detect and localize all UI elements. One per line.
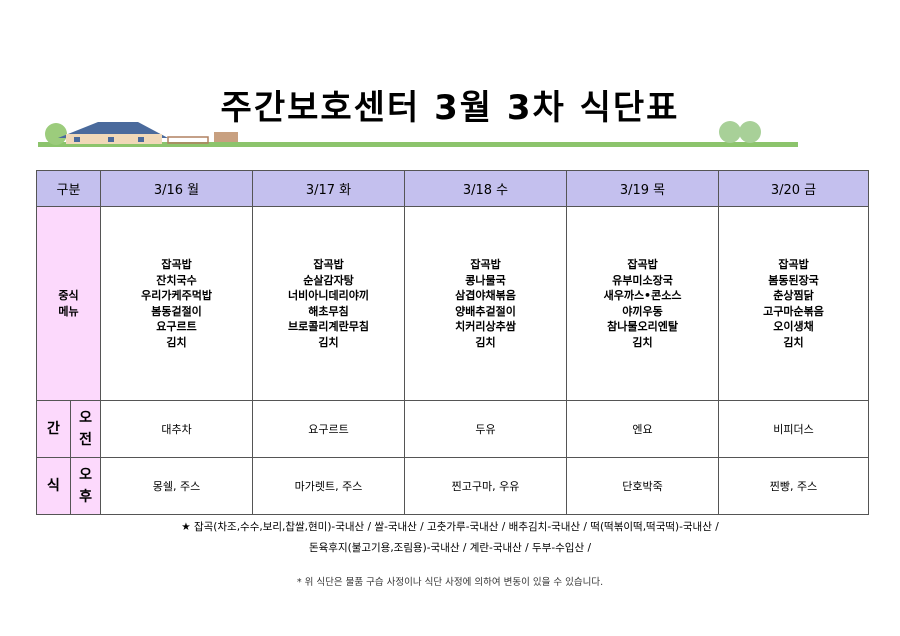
menu-item: 야끼우동 <box>622 304 663 318</box>
am-label-char: 전 <box>79 432 92 448</box>
menu-item: 양배추겉절이 <box>455 304 516 318</box>
day-header: 3/20 금 <box>718 170 870 207</box>
am-label-char: 오 <box>79 410 92 426</box>
menu-item: 봄동겉절이 <box>151 304 202 318</box>
menu-item: 순살감자탕 <box>303 273 354 287</box>
menu-item: 치커리상추쌈 <box>455 320 516 333</box>
menu-item: 잡곡밥 <box>313 258 344 271</box>
menu-item: 김치 <box>475 335 496 349</box>
menu-item: 잡곡밥 <box>470 258 501 271</box>
menu-item: 새우까스•콘소스 <box>603 289 682 302</box>
pm-snack-cell: 찐고구마, 우유 <box>404 457 568 515</box>
menu-item: 김치 <box>632 335 653 349</box>
pm-snack-cell: 찐빵, 주스 <box>718 457 870 515</box>
menu-item: 콩나물국 <box>465 273 506 287</box>
menu-item: 잡곡밥 <box>161 258 192 271</box>
day-header: 3/19 목 <box>566 170 720 207</box>
page-title: 주간보호센터 3월 3차 식단표 <box>220 88 680 128</box>
pm-snack-cell: 단호박죽 <box>566 457 720 515</box>
menu-item: 브로콜리계란무침 <box>288 320 369 333</box>
origin-line: ★ 잡곡(차조,수수,보리,찹쌀,현미)-국내산 / 쌀-국내산 / 고춧가루-… <box>181 521 719 533</box>
lunch-label-line: 중식 <box>58 289 79 302</box>
house-landscape-illustration <box>38 121 798 147</box>
disclaimer: * 위 식단은 물품 구습 사정이나 식단 사정에 의하여 변동이 있을 수 있… <box>296 577 604 588</box>
am-snack-cell: 두유 <box>404 400 568 458</box>
day-header: 3/17 화 <box>252 170 406 207</box>
meal-plan-table: 구분 3/16 월 3/17 화 3/18 수 3/19 목 3/20 금 중식… <box>35 170 870 515</box>
snack-label-bottom: 식 <box>36 457 71 515</box>
day-header: 3/16 월 <box>100 170 254 207</box>
pm-label-char: 후 <box>79 489 92 505</box>
menu-item: 김치 <box>166 335 187 349</box>
menu-item: 김치 <box>318 335 339 349</box>
menu-item: 요구르트 <box>156 320 197 333</box>
menu-item: 해초무침 <box>308 304 349 318</box>
am-snack-cell: 엔요 <box>566 400 720 458</box>
menu-item: 삼겹야채볶음 <box>455 289 516 302</box>
pm-label-char: 오 <box>79 467 92 483</box>
menu-item: 오이생채 <box>773 320 814 333</box>
pm-snack-cell: 마가렛트, 주스 <box>252 457 406 515</box>
day-header: 3/18 수 <box>404 170 568 207</box>
menu-item: 유부미소장국 <box>612 273 673 287</box>
lunch-label-line: 메뉴 <box>58 304 79 318</box>
am-snack-cell: 대추차 <box>100 400 254 458</box>
menu-item: 참나물오리엔탈 <box>607 320 678 333</box>
menu-item: 너비아니데리야끼 <box>288 289 369 302</box>
menu-item: 김치 <box>783 335 804 349</box>
menu-item: 고구마순볶음 <box>763 304 824 318</box>
menu-item: 봄동된장국 <box>768 273 819 287</box>
menu-item: 잡곡밥 <box>627 258 658 271</box>
origin-note: ★ 잡곡(차조,수수,보리,찹쌀,현미)-국내산 / 쌀-국내산 / 고춧가루-… <box>0 517 900 559</box>
am-snack-cell: 요구르트 <box>252 400 406 458</box>
category-header: 구분 <box>35 170 102 207</box>
pm-snack-cell: 몽쉘, 주스 <box>100 457 254 515</box>
menu-item: 잡곡밥 <box>778 258 809 271</box>
menu-item: 우리가케주먹밥 <box>141 289 212 302</box>
menu-item: 춘상찜닭 <box>773 289 814 302</box>
am-snack-cell: 비피더스 <box>718 400 870 458</box>
menu-item: 잔치국수 <box>156 273 197 287</box>
origin-line: 돈육후지(불고기용,조림용)-국내산 / 계란-국내산 / 두부-수입산 / <box>308 542 592 554</box>
snack-label-top: 간 <box>36 400 71 458</box>
